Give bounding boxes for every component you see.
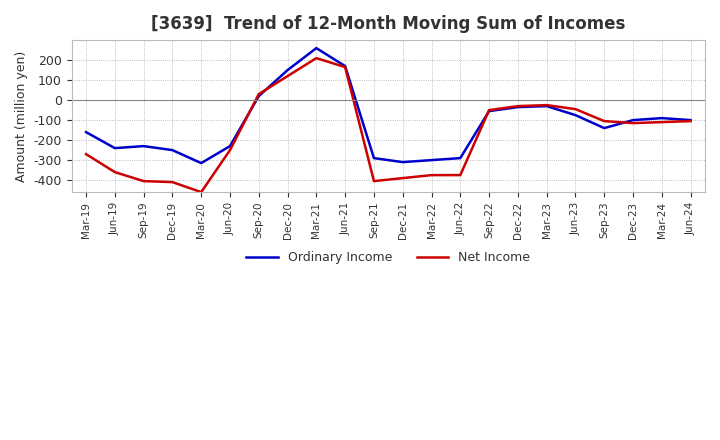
- Ordinary Income: [542, 103, 551, 109]
- Ordinary Income: [254, 93, 263, 99]
- Ordinary Income: [283, 67, 292, 73]
- Legend: Ordinary Income, Net Income: Ordinary Income, Net Income: [241, 246, 535, 269]
- Net Income: [513, 103, 522, 109]
- Ordinary Income: [571, 113, 580, 118]
- Net Income: [369, 179, 378, 184]
- Net Income: [139, 179, 148, 184]
- Net Income: [225, 147, 234, 153]
- Net Income: [110, 169, 119, 175]
- Ordinary Income: [427, 158, 436, 163]
- Ordinary Income: [82, 129, 91, 135]
- Title: [3639]  Trend of 12-Month Moving Sum of Incomes: [3639] Trend of 12-Month Moving Sum of I…: [151, 15, 626, 33]
- Net Income: [341, 65, 349, 70]
- Net Income: [168, 180, 176, 185]
- Ordinary Income: [686, 117, 695, 123]
- Net Income: [427, 172, 436, 178]
- Ordinary Income: [197, 161, 205, 166]
- Net Income: [686, 118, 695, 124]
- Ordinary Income: [341, 63, 349, 69]
- Ordinary Income: [369, 155, 378, 161]
- Ordinary Income: [139, 143, 148, 149]
- Ordinary Income: [657, 115, 666, 121]
- Net Income: [254, 92, 263, 97]
- Ordinary Income: [456, 155, 464, 161]
- Ordinary Income: [110, 146, 119, 151]
- Net Income: [312, 55, 320, 61]
- Net Income: [657, 120, 666, 125]
- Net Income: [542, 103, 551, 108]
- Net Income: [629, 121, 637, 126]
- Net Income: [456, 172, 464, 178]
- Line: Ordinary Income: Ordinary Income: [86, 48, 690, 163]
- Net Income: [197, 190, 205, 195]
- Net Income: [283, 73, 292, 79]
- Ordinary Income: [312, 45, 320, 51]
- Net Income: [600, 118, 608, 124]
- Net Income: [571, 106, 580, 112]
- Line: Net Income: Net Income: [86, 58, 690, 192]
- Net Income: [82, 151, 91, 157]
- Ordinary Income: [168, 147, 176, 153]
- Net Income: [398, 176, 407, 181]
- Y-axis label: Amount (million yen): Amount (million yen): [15, 51, 28, 182]
- Net Income: [485, 107, 493, 113]
- Ordinary Income: [629, 117, 637, 123]
- Ordinary Income: [398, 159, 407, 165]
- Ordinary Income: [225, 143, 234, 149]
- Ordinary Income: [485, 109, 493, 114]
- Ordinary Income: [600, 125, 608, 131]
- Ordinary Income: [513, 104, 522, 110]
